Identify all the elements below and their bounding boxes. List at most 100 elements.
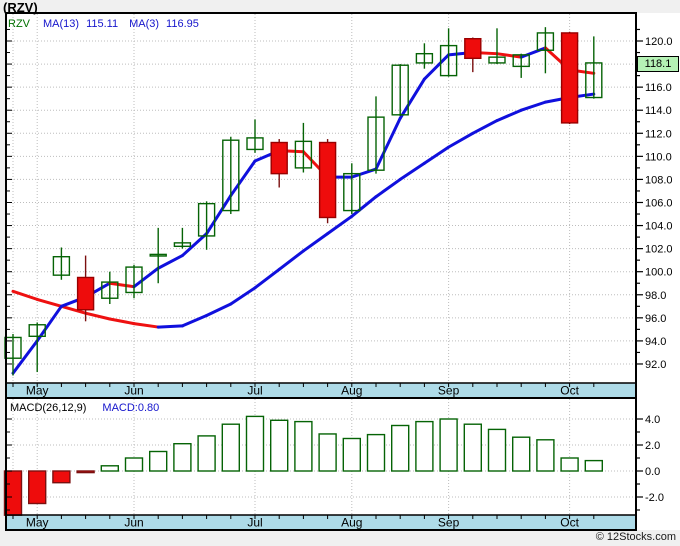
- ma13-line-segment: [471, 119, 499, 135]
- ma13-line-segment: [84, 311, 112, 321]
- axis-column-bg: [637, 13, 680, 530]
- macd-bar: [584, 459, 603, 472]
- ma3-line-segment: [132, 266, 160, 289]
- candle-body: [464, 37, 482, 60]
- ma3-line-segment: [205, 194, 233, 236]
- price-tick-label: 112.0: [645, 128, 672, 140]
- macd-bar: [124, 457, 144, 472]
- macd-bar: [148, 450, 168, 472]
- macd-bar: [294, 420, 313, 472]
- month-label: Aug: [341, 384, 362, 398]
- ma3-line-segment: [180, 232, 209, 258]
- ma13-line-segment: [495, 108, 523, 123]
- price-tick-label: 120.0: [645, 36, 673, 48]
- macd-bar: [487, 428, 507, 472]
- candle-body: [101, 281, 119, 299]
- ma3-line-segment: [495, 52, 523, 59]
- month-label: May: [26, 516, 49, 530]
- candle-body: [76, 276, 95, 311]
- ma3-line-segment: [229, 159, 257, 198]
- macd-value: MACD:0.80: [102, 402, 160, 414]
- candle-body: [560, 32, 579, 124]
- price-tick-label: 110.0: [645, 151, 672, 163]
- candle-body: [294, 140, 313, 169]
- macd-bar: [270, 419, 289, 472]
- month-label: Jun: [124, 384, 143, 398]
- macd-bar: [3, 470, 23, 516]
- month-strip-bottom: [7, 515, 636, 529]
- ma13-line-segment: [326, 214, 354, 236]
- macd-bar: [100, 465, 120, 472]
- macd-bar: [439, 418, 458, 472]
- current-price-badge: 118.1: [637, 56, 679, 72]
- macd-tick-label: 2.0: [645, 440, 660, 452]
- ma3-line-segment: [156, 254, 184, 270]
- candle-body: [585, 62, 603, 99]
- month-label: Sep: [438, 516, 460, 530]
- ma3-line-segment: [108, 281, 136, 289]
- legend-ma13-value: 115.11: [86, 18, 119, 30]
- ma3-line-segment: [374, 116, 402, 171]
- macd-tick-label: 4.0: [645, 414, 660, 426]
- candle-body: [391, 64, 409, 116]
- candle-body: [415, 52, 434, 64]
- macd-title: MACD(26,12,9): [10, 402, 87, 414]
- price-legend: RZV MA(13) 115.11 MA(3) 116.95: [8, 18, 210, 30]
- ma13-line-segment: [35, 297, 63, 308]
- macd-bar: [245, 415, 265, 472]
- month-label: Jul: [247, 384, 262, 398]
- candle-body: [197, 202, 216, 237]
- ma13-line-segment: [132, 322, 160, 329]
- macd-bar: [28, 470, 47, 505]
- candle-body: [28, 324, 46, 337]
- candle-body: [439, 44, 458, 77]
- candle-body: [52, 256, 71, 276]
- ma13-line-segment: [253, 267, 281, 290]
- macd-tick-label: -2.0: [645, 492, 664, 504]
- month-label: Oct: [560, 384, 579, 398]
- ma13-line-segment: [229, 286, 257, 306]
- macd-bar: [512, 436, 531, 472]
- candle-body: [246, 137, 264, 151]
- ma13-line-segment: [398, 161, 426, 181]
- price-tick-label: 116.0: [645, 82, 672, 94]
- macd-bar: [560, 457, 579, 472]
- macd-bar: [173, 443, 192, 472]
- macd-bar: [463, 423, 482, 472]
- copyright-link[interactable]: © 12Stocks.com: [595, 531, 676, 543]
- macd-bar: [76, 470, 95, 474]
- candle-body: [125, 266, 143, 294]
- candle-body: [149, 253, 167, 257]
- candle-body: [536, 32, 555, 51]
- price-tick-label: 104.0: [645, 221, 673, 233]
- legend-ma13-label: MA(13): [43, 18, 80, 30]
- month-label: Oct: [560, 516, 579, 530]
- price-tick-label: 92.0: [645, 359, 666, 371]
- legend-symbol: RZV: [8, 18, 30, 30]
- macd-bar: [536, 439, 555, 472]
- ma13-line-segment: [156, 324, 184, 329]
- candle-body: [318, 141, 337, 219]
- macd-bar: [342, 437, 361, 472]
- macd-bar: [197, 435, 216, 472]
- macd-tick-label: 0.0: [645, 466, 660, 478]
- candle-body: [270, 141, 288, 175]
- macd-bar: [52, 470, 71, 484]
- candle-body: [222, 139, 240, 212]
- ma13-line-segment: [11, 289, 39, 301]
- price-tick-label: 106.0: [645, 197, 673, 209]
- macd-bar: [366, 433, 386, 472]
- macd-bar: [391, 424, 410, 472]
- macd-legend: MACD(26,12,9) MACD:0.80: [10, 402, 159, 414]
- candle-body: [488, 56, 506, 64]
- month-label: May: [26, 384, 49, 398]
- ma13-line-segment: [180, 314, 209, 328]
- price-tick-label: 114.0: [645, 105, 672, 117]
- candle-body: [512, 54, 530, 68]
- candle-body: [173, 242, 192, 248]
- ma13-line-segment: [447, 131, 475, 149]
- legend-ma3-value: 116.95: [166, 18, 199, 30]
- ma13-line-segment: [59, 304, 88, 315]
- macd-bar: [415, 420, 434, 472]
- price-tick-label: 108.0: [645, 174, 673, 186]
